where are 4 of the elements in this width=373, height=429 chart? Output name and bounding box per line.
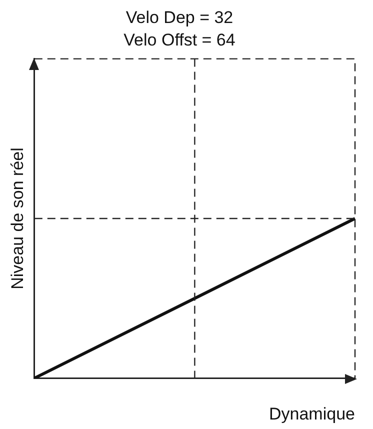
chart-subtitle: Velo Offst = 64 bbox=[124, 30, 236, 50]
y-axis-title: Niveau de son réel bbox=[8, 148, 27, 290]
chart-title: Velo Dep = 32 bbox=[126, 8, 234, 27]
x-axis-title: Dynamique bbox=[269, 404, 355, 424]
